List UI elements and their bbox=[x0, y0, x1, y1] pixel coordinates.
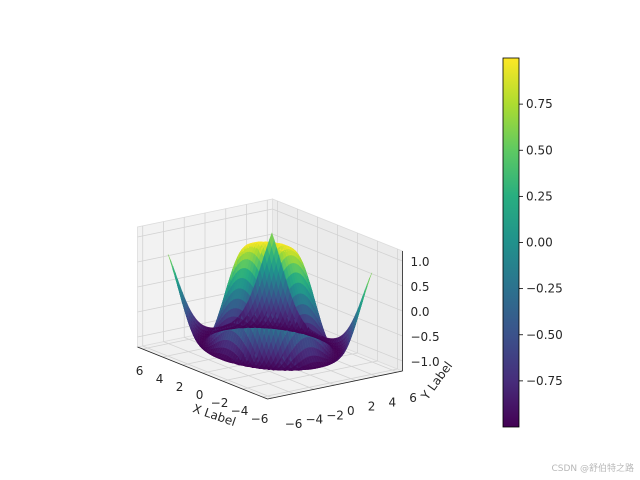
colorbar-ticks: −0.75 −0.50 −0.25 0.00 0.25 0.50 0.75 bbox=[519, 97, 563, 388]
x-tick-label: 6 bbox=[136, 364, 144, 378]
y-tick-label: 4 bbox=[389, 395, 397, 409]
x-tick-label: 2 bbox=[176, 380, 184, 394]
colorbar-tick-label: 0.00 bbox=[526, 236, 553, 250]
x-tick-label: 0 bbox=[196, 388, 204, 402]
colorbar-tick-label: 0.75 bbox=[526, 97, 553, 111]
colorbar-tick-label: −0.50 bbox=[526, 328, 563, 342]
axis-lines bbox=[137, 250, 403, 400]
z-tick-label: 1.0 bbox=[410, 255, 429, 269]
z-tick-label: 0.5 bbox=[410, 280, 429, 294]
watermark: CSDN @舒伯特之路 bbox=[551, 464, 634, 474]
x-tick-label: −2 bbox=[211, 396, 229, 410]
colorbar: −0.75 −0.50 −0.25 0.00 0.25 0.50 0.75 bbox=[502, 57, 563, 428]
x-tick-label: −4 bbox=[231, 404, 249, 418]
z-tick-label: −1.0 bbox=[410, 355, 439, 369]
y-tick-label: −4 bbox=[305, 413, 323, 427]
x-tick-label: −6 bbox=[251, 412, 269, 426]
surface-patch bbox=[367, 272, 373, 286]
y-tick-label: 0 bbox=[347, 404, 355, 418]
colorbar-tick-label: −0.25 bbox=[526, 282, 563, 296]
z-tick-label: 0.0 bbox=[410, 305, 429, 319]
colorbar-tick-label: 0.25 bbox=[526, 189, 553, 203]
colorbar-tick-label: −0.75 bbox=[526, 374, 563, 388]
colorbar-gradient bbox=[502, 57, 520, 428]
y-tick-label: 6 bbox=[409, 391, 417, 405]
y-tick-label: 2 bbox=[368, 400, 376, 414]
z-tick-label: −0.5 bbox=[410, 330, 439, 344]
x-tick-label: 4 bbox=[156, 372, 164, 386]
colorbar-tick-label: 0.50 bbox=[526, 143, 553, 157]
y-tick-label: −2 bbox=[326, 408, 344, 422]
y-tick-label: −6 bbox=[285, 417, 303, 431]
surface-plot bbox=[167, 232, 373, 371]
